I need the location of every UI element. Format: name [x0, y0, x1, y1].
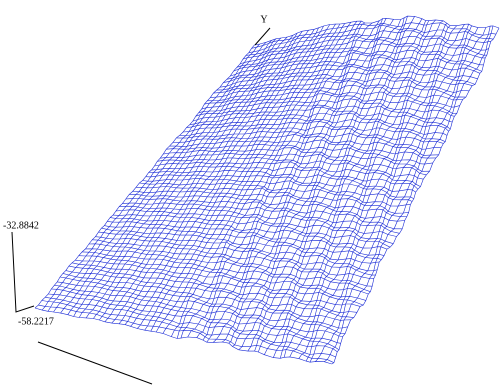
- mesh-column: [48, 42, 266, 311]
- mesh-column: [290, 24, 469, 357]
- mesh-column: [105, 29, 314, 322]
- z-tick-label: -58.2217: [18, 316, 54, 327]
- mesh-column: [255, 20, 436, 351]
- mesh-column: [145, 23, 345, 330]
- page: {"chart_data": {"type": "surface3d", "yl…: [0, 0, 504, 392]
- chart: Y -58.2217 -32.8842: [0, 0, 504, 392]
- x-axis: [38, 342, 152, 384]
- mesh-column: [332, 28, 499, 364]
- mesh-row: [220, 66, 475, 87]
- y-axis: [255, 28, 270, 45]
- mesh-row: [69, 266, 357, 313]
- mesh-row: [146, 175, 414, 199]
- mesh-column: [280, 26, 457, 359]
- y-axis-label: Y: [260, 14, 267, 25]
- mesh-row: [255, 16, 500, 45]
- z-axis: [12, 232, 34, 312]
- mesh-column: [258, 21, 443, 352]
- mesh-column: [299, 26, 472, 359]
- mesh-column: [156, 21, 357, 332]
- mesh-row: [190, 113, 449, 131]
- z-tick-label: -32.8842: [3, 220, 39, 231]
- mesh-column: [151, 22, 351, 331]
- surface-mesh: [35, 16, 499, 364]
- mesh-row: [75, 260, 363, 305]
- mesh-column: [112, 28, 319, 323]
- mesh-row: [95, 237, 375, 275]
- mesh-row: [66, 271, 354, 318]
